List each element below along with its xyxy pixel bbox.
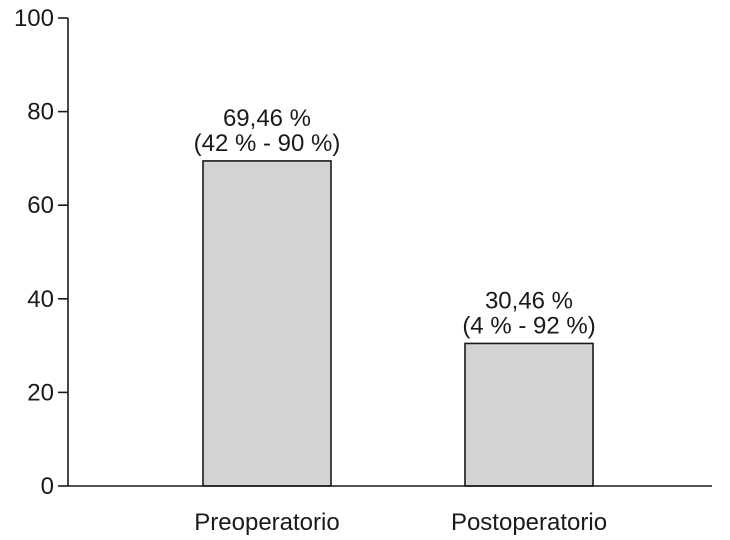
y-tick-label: 60 [27, 192, 54, 219]
x-axis: Preoperatorio Postoperatorio [68, 485, 712, 536]
x-category-label: Preoperatorio [194, 509, 339, 536]
data-label-value: 30,46 % [485, 287, 573, 314]
data-label-value: 69,46 % [223, 105, 311, 132]
data-label-range: (4 % - 92 %) [462, 312, 595, 339]
y-axis: 0 20 40 60 80 100 [14, 5, 69, 500]
y-tick-label: 80 [27, 99, 54, 126]
y-tick-label: 0 [41, 473, 54, 500]
y-tick-label: 20 [27, 379, 54, 406]
y-tick-label: 100 [14, 5, 54, 32]
bars: 69,46 %(42 % - 90 %) 30,46 %(4 % - 92 %) [194, 105, 596, 487]
x-category-label: Postoperatorio [451, 509, 607, 536]
y-tick-label: 40 [27, 286, 54, 313]
bar-postoperatorio [464, 342, 594, 487]
data-label-range: (42 % - 90 %) [194, 130, 341, 157]
bar-preoperatorio [202, 160, 332, 487]
